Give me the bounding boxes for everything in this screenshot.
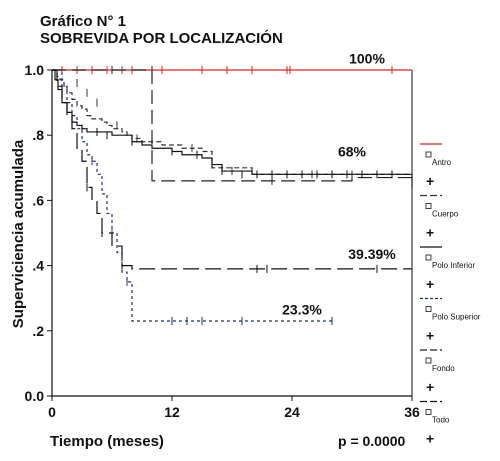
x-axis-label: Tiempo (meses) [50, 433, 164, 450]
percent-label: 100% [349, 50, 385, 66]
y-axis-label: Superviciencia acumulada [10, 139, 27, 328]
legend-label: Cuerpo [432, 210, 459, 219]
plot-frame [51, 70, 413, 397]
y-tick-label: .8 [32, 127, 44, 143]
legend-square-icon [425, 254, 432, 261]
legend-label: Polo Inferior [432, 261, 475, 270]
legend-square-icon [425, 203, 432, 209]
y-tick-label: .6 [32, 192, 44, 208]
x-tick-label: 36 [404, 404, 420, 420]
p-value: p = 0.0000 [338, 433, 406, 449]
legend-label: Polo Superior [432, 313, 481, 322]
chart-subtitle: SOBREVIDA POR LOCALIZACIÓN [40, 29, 283, 47]
legend-plus-icon: + [426, 225, 434, 241]
axis-ticks: 0 12 24 36 0.0 .2 .4 .6 .8 1.0 [25, 62, 420, 420]
series-layer [52, 66, 413, 326]
y-tick-label: .2 [32, 323, 44, 339]
percent-label: 23.3% [282, 302, 322, 318]
legend: Antro + Cuerpo + Polo Inferior + Polo Superior… [420, 143, 481, 447]
legend-plus-icon: + [426, 276, 434, 292]
legend-square-icon [425, 306, 432, 312]
x-tick-label: 0 [48, 404, 56, 420]
legend-square-icon [425, 357, 432, 364]
legend-square-icon [425, 151, 432, 158]
series-line-4 [52, 69, 412, 182]
x-tick-label: 24 [284, 404, 300, 420]
legend-square-icon [425, 409, 432, 415]
legend-plus-icon: + [426, 173, 434, 189]
series-line-1 [52, 69, 412, 175]
percent-label: 39.39% [348, 246, 396, 262]
y-tick-label: 0.0 [25, 388, 45, 404]
legend-label: Fondo [432, 364, 455, 373]
legend-plus-icon: + [426, 328, 434, 344]
legend-label: Antro [432, 158, 452, 167]
y-tick-label: 1.0 [25, 62, 45, 78]
annotations: 100% 68% 39.39% 23.3% [282, 50, 396, 317]
percent-label: 68% [338, 143, 367, 159]
series-line-5 [52, 69, 412, 270]
x-tick-label: 12 [164, 404, 180, 420]
y-tick-label: .4 [32, 258, 44, 274]
legend-plus-icon: + [426, 379, 434, 395]
legend-label: Todo [432, 416, 450, 425]
series-line-3 [52, 69, 332, 322]
chart-title: Gráfico N° 1 [40, 13, 126, 30]
legend-plus-icon: + [426, 431, 434, 447]
